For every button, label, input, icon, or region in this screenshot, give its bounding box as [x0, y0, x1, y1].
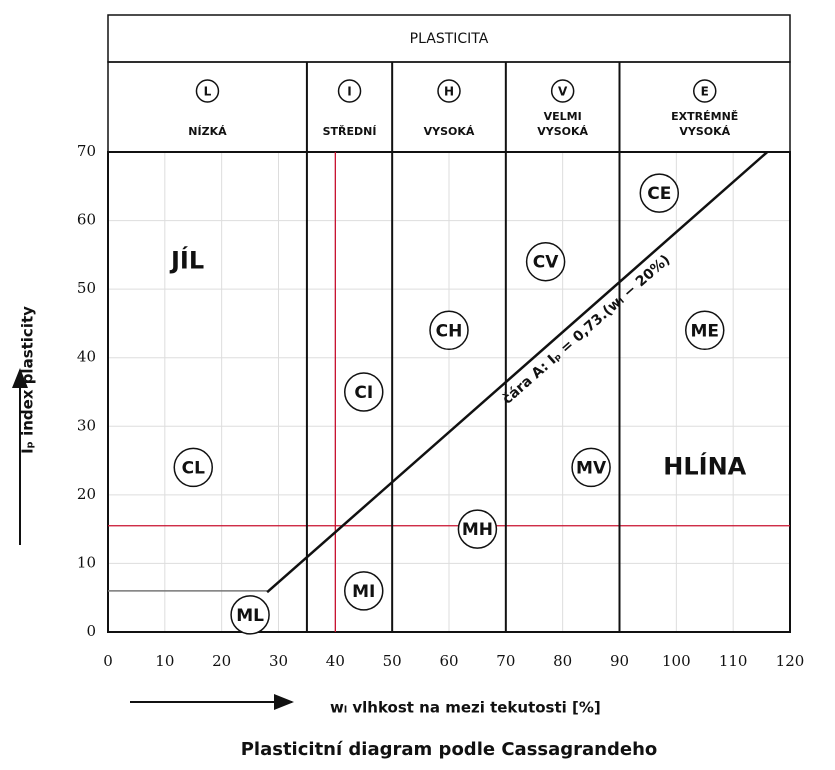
y-axis-label: Iₚ index plasticity	[19, 306, 37, 454]
soil-label: ME	[690, 321, 719, 341]
y-tick-label: 60	[77, 211, 96, 229]
zone-letter: V	[558, 85, 568, 99]
soil-label: CI	[354, 383, 373, 403]
group-label: HLÍNA	[663, 451, 746, 480]
x-tick-label: 50	[383, 652, 402, 670]
zone-letter-circle	[195, 79, 220, 103]
soil-circle	[457, 509, 498, 549]
x-tick-label: 60	[439, 652, 458, 670]
x-tick-label: 40	[326, 652, 345, 670]
zone-letter: I	[347, 85, 351, 99]
y-tick-label: 10	[77, 553, 96, 571]
a-line	[266, 151, 769, 594]
zone-letter-circle	[437, 79, 461, 103]
soil-circle	[429, 310, 469, 351]
soil-circle	[685, 310, 725, 351]
zone-letter-circle	[337, 79, 362, 103]
y-tick-label: 70	[77, 142, 96, 160]
soil-circle	[173, 447, 213, 488]
soil-label: ML	[236, 606, 264, 626]
soil-circle	[571, 447, 611, 488]
zone-letter: H	[444, 85, 454, 99]
y-tick-label: 0	[86, 622, 96, 640]
soil-circle	[230, 595, 270, 635]
soil-circle	[344, 571, 384, 611]
zone-name: VYSOKÁ	[424, 125, 475, 138]
soil-label: CV	[533, 253, 559, 273]
zone-name: VYSOKÁ	[679, 125, 730, 138]
zone-name: VYSOKÁ	[537, 125, 588, 138]
zone-name: NÍZKÁ	[188, 125, 227, 138]
zone-letter: E	[701, 85, 709, 99]
x-tick-label: 20	[212, 652, 231, 670]
zone-name: VELMI	[544, 110, 582, 123]
soil-circle	[525, 241, 566, 282]
soil-label: MI	[352, 582, 375, 602]
zone-letter-circle	[693, 79, 717, 103]
soil-label: CE	[647, 184, 671, 204]
soil-label: MV	[576, 458, 607, 478]
header: PLASTICITA	[410, 31, 489, 47]
group-label: JÍL	[169, 246, 204, 275]
y-tick-label: 30	[77, 416, 96, 434]
soil-label: MH	[462, 520, 493, 540]
x-tick-label: 30	[269, 652, 288, 670]
soil-label: CH	[436, 321, 463, 341]
soil-circle	[639, 173, 680, 213]
x-tick-label: 100	[662, 652, 691, 670]
a-line-label: čára A: Iₚ = 0,73.(wₗ − 20%)	[500, 252, 674, 408]
y-tick-label: 50	[77, 279, 96, 297]
zone-header-box	[107, 61, 791, 153]
y-tick-label: 40	[77, 348, 96, 366]
x-tick-label: 120	[776, 652, 805, 670]
x-tick-label: 10	[155, 652, 174, 670]
soil-circle	[344, 372, 384, 412]
zone-letter-circle	[550, 79, 575, 103]
plot-frame	[107, 151, 791, 633]
zone-letter: L	[204, 85, 212, 99]
x-tick-label: 70	[496, 652, 515, 670]
zone-name: STŘEDNÍ	[323, 125, 377, 138]
x-axis-label: wₗ vlhkost na mezi tekutosti [%]	[330, 699, 601, 717]
x-tick-label: 0	[103, 652, 113, 670]
chart-title: Plasticitní diagram podle Cassagrandeho	[241, 739, 658, 760]
x-tick-label: 90	[610, 652, 629, 670]
x-tick-label: 110	[719, 652, 748, 670]
y-tick-label: 20	[77, 485, 96, 503]
zone-name: EXTRÉMNĚ	[671, 110, 738, 123]
soil-label: CL	[182, 458, 205, 478]
x-tick-label: 80	[553, 652, 572, 670]
